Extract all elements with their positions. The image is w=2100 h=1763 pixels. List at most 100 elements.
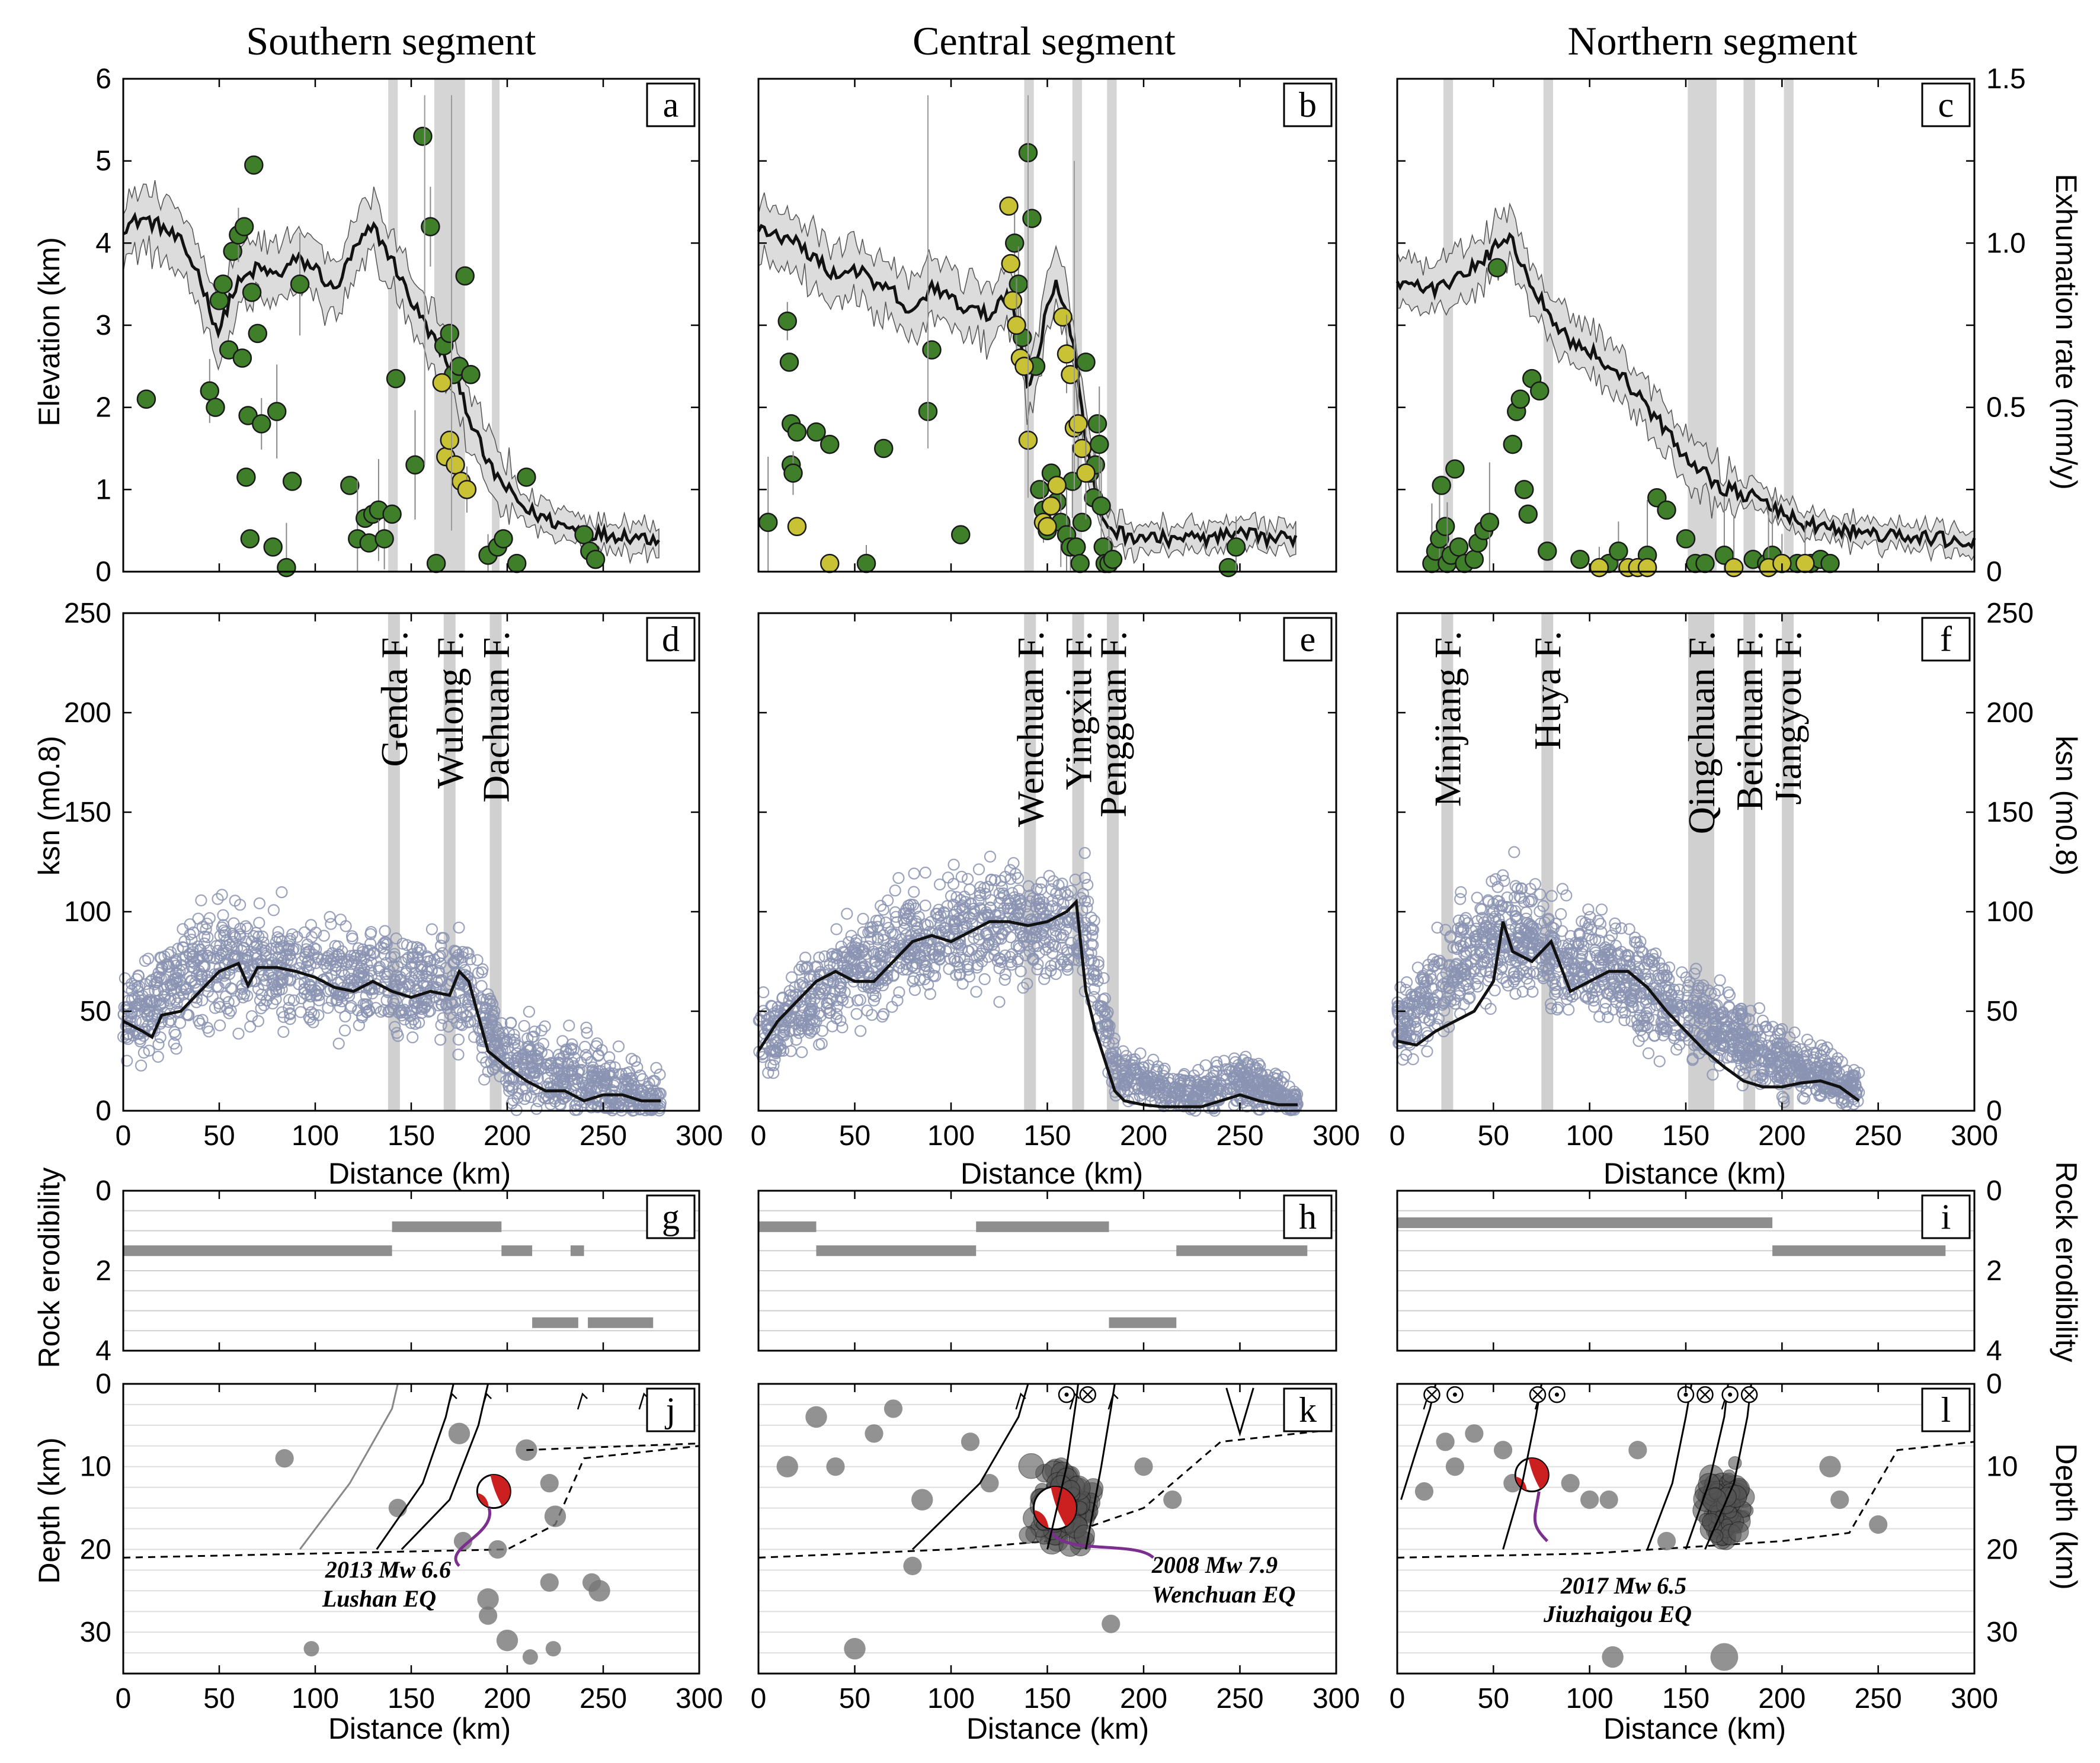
ksn-point: [898, 922, 911, 935]
thermochron-sample-green: [806, 422, 826, 442]
ksn-point: [1049, 924, 1062, 937]
ksn-point: [1089, 970, 1101, 982]
earthquake: [1414, 1482, 1434, 1501]
thermochron-sample-green: [1087, 414, 1107, 434]
ksn-point: [879, 951, 892, 963]
ksn-point: [1534, 905, 1546, 918]
ksn-point: [388, 948, 401, 960]
ksn-point: [449, 996, 462, 1009]
ksn-point: [826, 1020, 838, 1033]
beachball-quadrant: [1051, 1486, 1076, 1527]
ksn-point: [1656, 1009, 1669, 1022]
aftershock: [1722, 1469, 1736, 1483]
ksn-point: [1142, 1077, 1155, 1089]
thermochron-sample-green: [787, 422, 807, 442]
ksn-point: [330, 956, 342, 969]
ksn-point: [225, 1005, 237, 1017]
ksn-point: [1193, 1084, 1206, 1097]
ksn-point: [214, 1019, 226, 1032]
ksn-point: [1513, 890, 1526, 903]
ksn-point: [1801, 1033, 1814, 1046]
thermochron-sample-yellow: [1637, 557, 1657, 578]
ksn-point: [1516, 985, 1529, 998]
ksn-point: [171, 972, 184, 984]
ksn-point: [1035, 876, 1048, 889]
ksn-point: [1208, 1066, 1220, 1078]
ksn-point: [1504, 954, 1517, 966]
ksn-point: [766, 1044, 779, 1057]
ksn-point: [952, 912, 965, 925]
ksn-point: [162, 948, 175, 961]
ksn-point: [1014, 902, 1026, 915]
ksn-point: [1518, 936, 1531, 948]
ksn-point: [827, 977, 840, 989]
thermochron-sample-green: [574, 525, 594, 544]
ksn-point: [380, 957, 392, 969]
beachball-quadrant: [477, 1493, 489, 1508]
thermochron-sample-yellow: [457, 480, 477, 499]
ksn-point: [233, 930, 247, 943]
ksn-point: [1576, 915, 1588, 928]
ksn-point: [395, 1004, 408, 1017]
ksn-point: [1017, 982, 1029, 994]
ksn-point: [530, 1102, 543, 1115]
earthquake: [911, 1489, 933, 1511]
ksn-point: [192, 912, 204, 925]
ksn-point: [163, 995, 175, 1007]
ksn-point: [170, 1043, 183, 1055]
ksn-point: [1537, 972, 1550, 985]
thermochron-sample-green: [1226, 537, 1246, 557]
thermochron-sample-green: [1030, 480, 1049, 499]
ksn-point: [1038, 973, 1051, 985]
earthquake: [275, 1449, 294, 1468]
ksn-point: [1241, 1100, 1253, 1113]
ksn-point: [139, 954, 151, 967]
ksn-point: [1013, 940, 1025, 953]
ksn-point: [988, 874, 1001, 886]
ksn-point: [1609, 917, 1621, 930]
ksn-point: [535, 1046, 548, 1059]
ksn-point: [1459, 967, 1472, 980]
ksn-point: [232, 1027, 245, 1040]
thermochron-sample-green: [585, 549, 606, 569]
ksn-point: [1455, 886, 1467, 899]
ksn-point: [1525, 919, 1537, 932]
ksn-point: [340, 920, 352, 932]
ksn-point: [869, 982, 882, 995]
erodibility-bar: [1176, 1245, 1308, 1256]
ksn-point: [1634, 1024, 1647, 1037]
ksn-point: [1621, 948, 1634, 961]
earthquake: [865, 1424, 883, 1443]
ksn-point: [133, 980, 146, 993]
ksn-point: [1493, 904, 1506, 916]
ksn-point: [1580, 989, 1592, 1002]
ksn-point: [229, 931, 242, 943]
ksn-point: [581, 1052, 593, 1065]
thermochron-sample-green: [263, 537, 283, 557]
ksn-point: [945, 890, 958, 902]
thermochron-sample-green: [1076, 352, 1096, 372]
ksn-point: [1428, 996, 1440, 1009]
ksn-point: [529, 1025, 541, 1038]
earthquake: [488, 1540, 507, 1559]
thermochron-sample-yellow: [1057, 344, 1077, 364]
ksn-point: [951, 956, 964, 968]
ksn-point: [1608, 983, 1620, 995]
ksn-point: [806, 980, 818, 992]
ksn-point: [1036, 913, 1049, 926]
ksn-point: [1134, 1047, 1147, 1060]
ksn-point: [1120, 1050, 1133, 1062]
earthquake: [1465, 1424, 1484, 1443]
earthquake: [1561, 1474, 1580, 1493]
erodibility-bar: [392, 1221, 502, 1232]
ksn-point: [1679, 1006, 1691, 1019]
ksn-point: [831, 994, 843, 1006]
ksn-point: [433, 964, 445, 977]
ksn-point: [1508, 966, 1520, 979]
thermochron-sample-green: [1695, 553, 1715, 573]
ksn-point: [1475, 903, 1488, 916]
ksn-point: [570, 1098, 583, 1110]
ksn-point: [454, 1018, 467, 1030]
thermochron-sample-green: [1009, 274, 1028, 294]
ksn-point: [1443, 960, 1455, 973]
